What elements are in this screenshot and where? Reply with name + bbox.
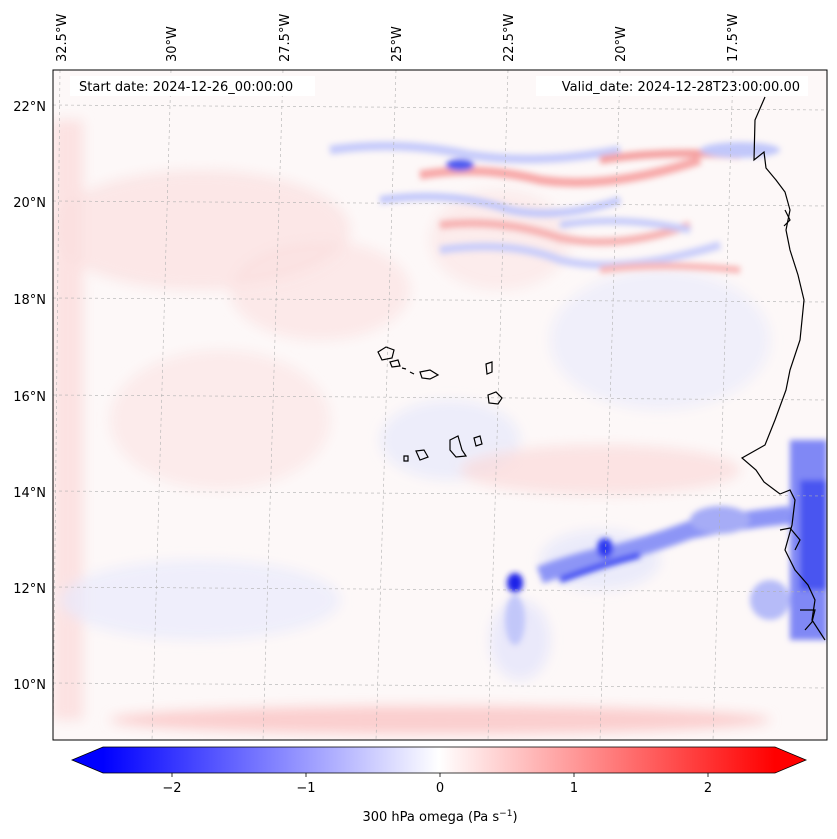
longitude-labels: 32.5°W 30°W 27.5°W 25°W 22.5°W 20°W 17.5… [55, 14, 741, 62]
colorbar-tick: 1 [570, 781, 578, 796]
lat-label: 12°N [13, 582, 46, 597]
coastline [740, 96, 826, 641]
colorbar: −2 −1 0 1 2 300 hPa omega (Pa s−1) [70, 746, 808, 825]
start-date: Start date: 2024-12-26_00:00:00 [79, 80, 293, 95]
lon-label: 20°W [614, 26, 629, 62]
lon-label: 32.5°W [55, 14, 70, 62]
colorbar-tick: −1 [296, 781, 315, 796]
colorbar-extend-min [72, 747, 103, 773]
lon-label: 30°W [165, 26, 180, 62]
lat-label: 22°N [13, 100, 46, 115]
lon-label: 22.5°W [502, 14, 517, 62]
colorbar-tick: 0 [436, 781, 444, 796]
colorbar-tick: −2 [162, 781, 181, 796]
lat-label: 20°N [13, 196, 46, 211]
lat-label: 14°N [13, 486, 46, 501]
lat-label: 16°N [13, 390, 46, 405]
valid-date: Valid_date: 2024-12-28T23:00:00.00 [562, 80, 800, 95]
colorbar-tick: 2 [704, 781, 712, 796]
lat-label: 18°N [13, 293, 46, 308]
colorbar-label: 300 hPa omega (Pa s−1) [362, 809, 517, 825]
cape-verde-islands [377, 346, 503, 462]
lon-label: 17.5°W [726, 14, 741, 62]
lat-label: 10°N [13, 678, 46, 693]
lon-label: 27.5°W [278, 14, 293, 62]
omega-field [53, 120, 827, 734]
map-panel: Start date: 2024-12-26_00:00:00 Valid_da… [52, 69, 828, 741]
lon-label: 25°W [390, 26, 405, 62]
colorbar-bar [103, 747, 775, 773]
gridlines [52, 69, 828, 741]
latitude-labels: 22°N 20°N 18°N 16°N 14°N 12°N 10°N [13, 100, 46, 693]
colorbar-extend-max [775, 747, 806, 773]
